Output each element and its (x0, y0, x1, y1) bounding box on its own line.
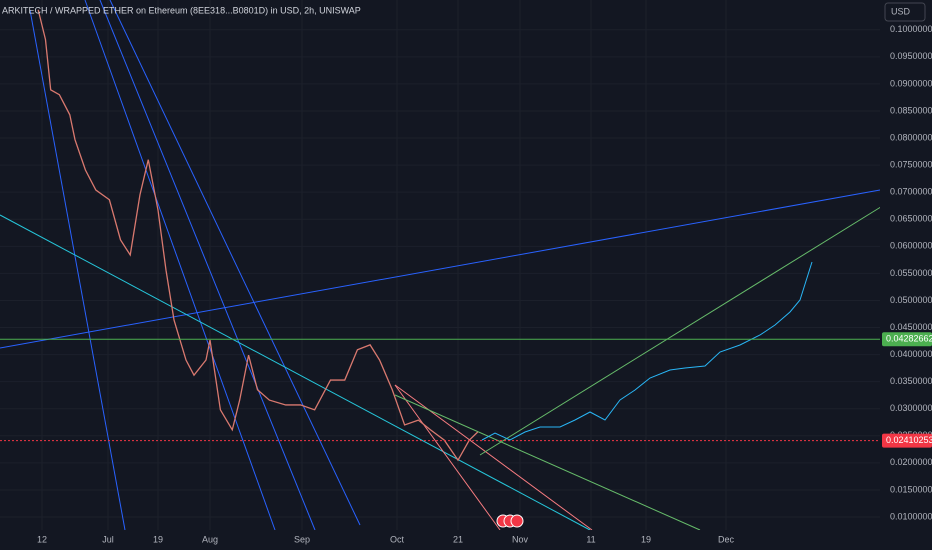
currency: USD (891, 6, 911, 16)
x-tick-label: Oct (390, 534, 405, 544)
trend-line (394, 384, 501, 531)
x-tick-label: 21 (453, 534, 463, 544)
axes: 0.010000000.015000000.020000000.02500000… (37, 24, 932, 544)
x-tick-label: 19 (641, 534, 651, 544)
trend-line (394, 394, 701, 531)
trend-line (0, 214, 591, 531)
price-label-box (882, 433, 932, 448)
price-label: 0.04282662 (886, 334, 932, 344)
currency-box[interactable] (884, 2, 926, 22)
x-tick-label: 12 (37, 534, 47, 544)
price-line (37, 9, 479, 462)
x-tick-label: Sep (294, 534, 310, 544)
trend-line (29, 9, 126, 531)
trend-line (479, 204, 885, 456)
trend-line (99, 0, 316, 531)
x-tick-label: Aug (202, 534, 218, 544)
grid (0, 0, 880, 530)
price-label-box (882, 332, 932, 347)
price-axis (880, 0, 932, 550)
x-tick-label: 11 (586, 534, 595, 544)
event-icon[interactable] (510, 514, 524, 528)
chart-title: ARKITECH / WRAPPED ETHER on Ethereum (8E… (2, 5, 361, 15)
price-label: 0.02410253 (886, 435, 932, 445)
drawings (0, 0, 885, 531)
trend-line (109, 0, 361, 526)
forecast-path (481, 261, 813, 441)
trend-line (0, 189, 881, 349)
plot (0, 9, 880, 462)
trend-line (84, 0, 276, 531)
x-tick-label: 19 (153, 534, 163, 544)
event-icons[interactable] (496, 514, 524, 528)
x-tick-label: Jul (102, 534, 114, 544)
y-tick-label: 0.10000000 (890, 24, 932, 34)
x-tick-label: Nov (512, 534, 529, 544)
time-axis (0, 530, 880, 550)
x-tick-label: Dec (718, 534, 735, 544)
